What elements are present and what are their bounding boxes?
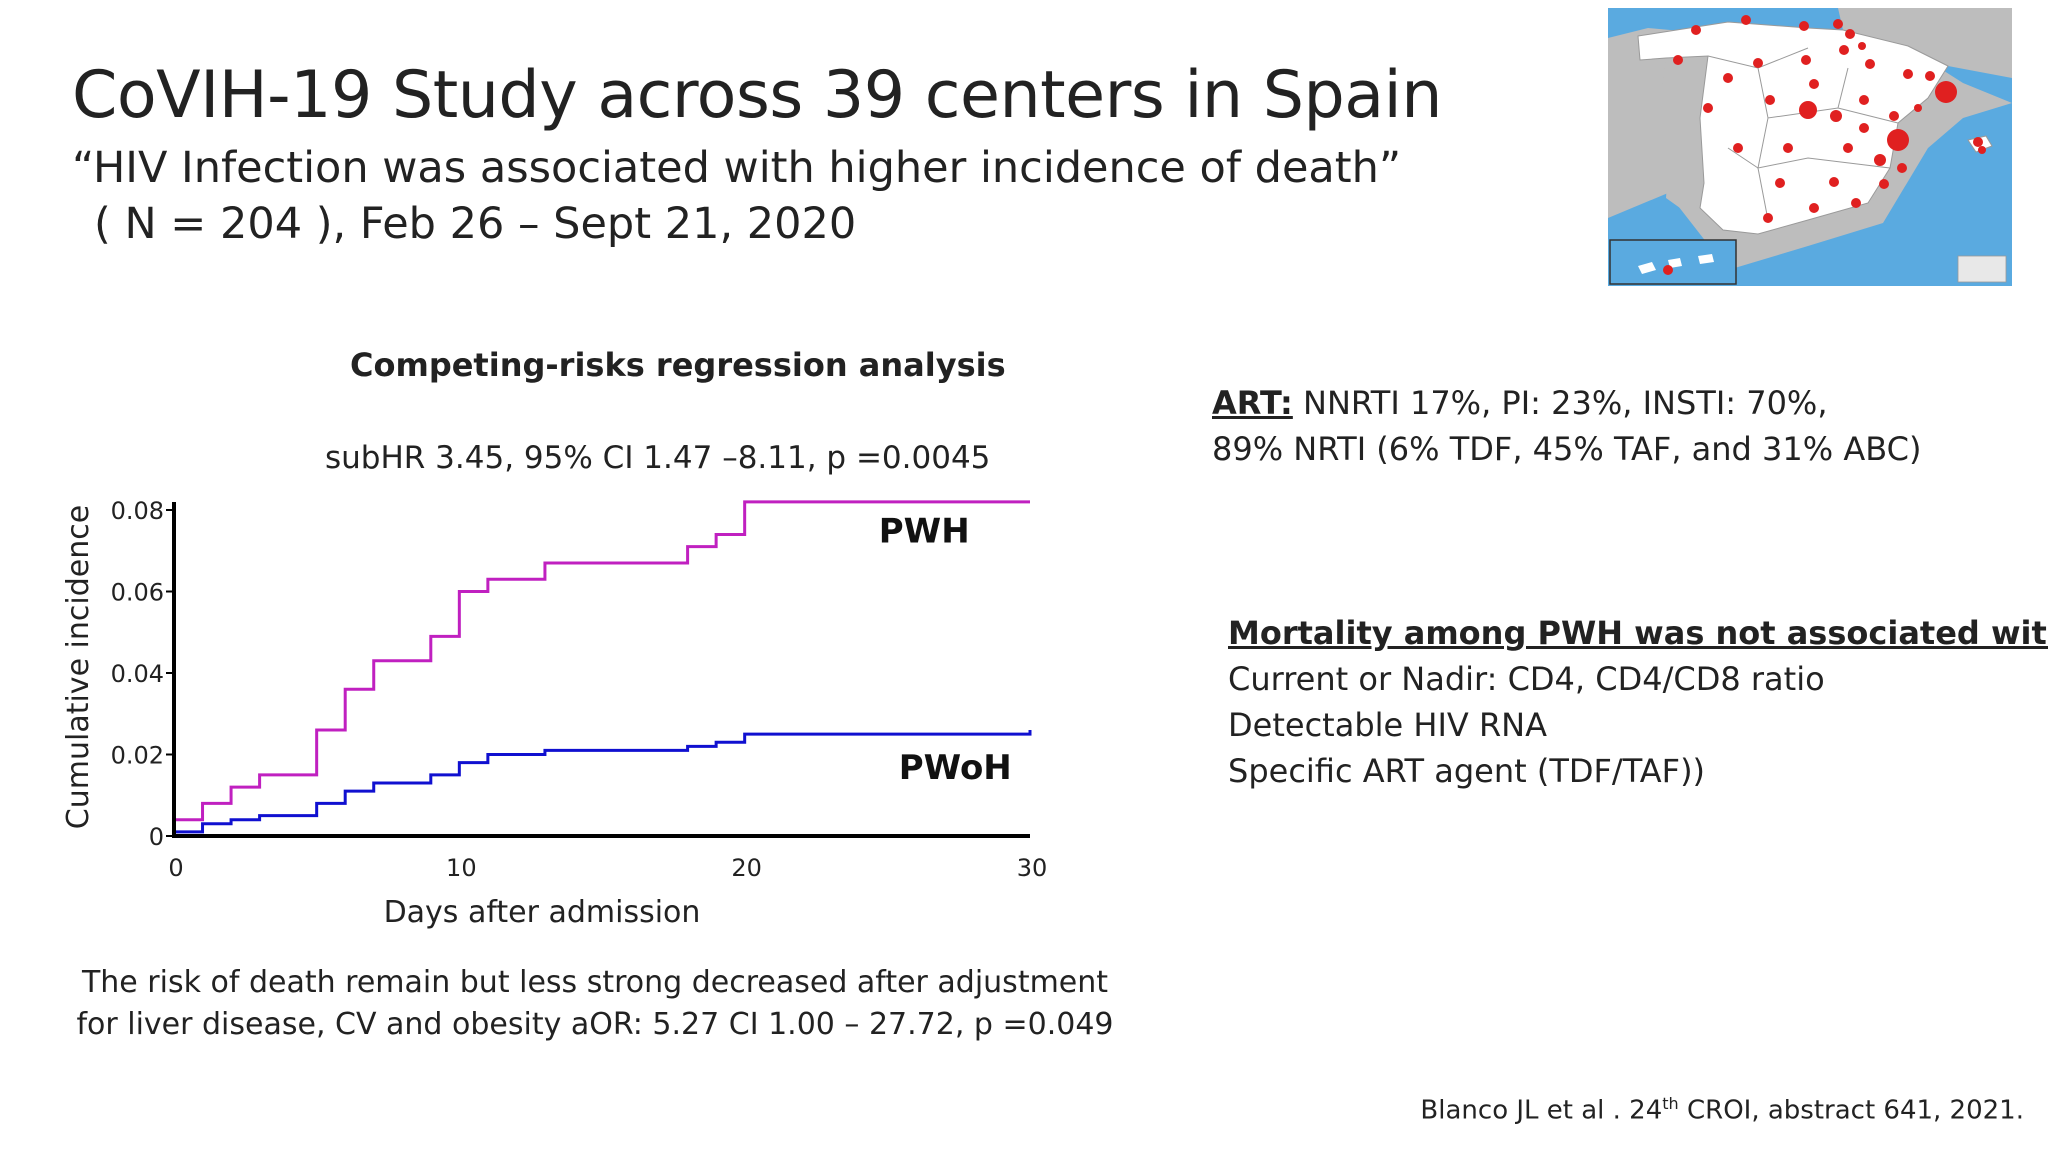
art-label: ART: [1212, 384, 1293, 422]
mortality-item: Specific ART agent (TDF/TAF)) [1228, 752, 1706, 790]
center-marker [1903, 69, 1913, 79]
series-line-pwh [174, 500, 1030, 822]
y-tick-label: 0.08 [111, 497, 164, 525]
center-marker [1799, 21, 1809, 31]
art-line-1: NNRTI 17%, PI: 23%, INSTI: 70%, [1292, 384, 1828, 422]
portugal-region [1662, 56, 1708, 208]
y-tick-label: 0 [149, 823, 164, 851]
center-marker [1799, 101, 1817, 119]
art-info: ART: NNRTI 17%, PI: 23%, INSTI: 70%, 89%… [1212, 380, 1921, 472]
center-marker [1663, 265, 1673, 275]
series-lines [174, 500, 1032, 834]
center-marker [1879, 179, 1889, 189]
series-line-pwoh [174, 730, 1032, 834]
center-marker [1723, 73, 1733, 83]
sea-region [1608, 103, 2012, 286]
center-marker [1809, 79, 1819, 89]
center-markers [1663, 15, 1986, 275]
center-marker [1897, 163, 1907, 173]
x-tick-label: 20 [731, 854, 762, 882]
center-marker [1673, 55, 1683, 65]
map-legend-box [1957, 255, 2007, 283]
spain-centers-map [1608, 8, 2012, 286]
x-tick-label: 0 [168, 854, 183, 882]
center-marker [1830, 110, 1842, 122]
center-marker [1889, 111, 1899, 121]
center-marker [1809, 203, 1819, 213]
cumulative-incidence-chart: 0 0.02 0.04 0.06 0.08 0 10 20 30 Cumulative inc… [61, 497, 1047, 930]
spain-map-icon [1608, 8, 2012, 286]
citation-text: Blanco JL et al . 24 [1420, 1095, 1663, 1126]
center-marker [1703, 103, 1713, 113]
center-marker [1859, 95, 1869, 105]
center-marker [1973, 137, 1983, 147]
center-marker [1978, 146, 1986, 154]
chart-title: Competing-risks regression analysis [350, 346, 1006, 384]
mortality-heading: Mortality among PWH was not associated w… [1228, 614, 2048, 652]
center-marker [1833, 19, 1843, 29]
subtitle-line-2: ( N = 204 ), Feb 26 – Sept 21, 2020 [94, 199, 857, 249]
center-marker [1845, 29, 1855, 39]
center-marker [1691, 25, 1701, 35]
mortality-item: Detectable HIV RNA [1228, 706, 1547, 744]
y-axis-label: Cumulative incidence [61, 505, 96, 829]
citation-text-end: CROI, abstract 641, 2021. [1678, 1095, 2024, 1126]
series-label-pwoh: PWoH [899, 748, 1012, 788]
center-marker [1801, 55, 1811, 65]
citation-sup: th [1662, 1094, 1679, 1113]
center-marker [1783, 143, 1793, 153]
x-axis-ticks: 0 10 20 30 [168, 854, 1047, 882]
series-label-pwh: PWH [879, 512, 970, 552]
y-tick-label: 0.04 [111, 660, 164, 688]
citation: Blanco JL et al . 24th CROI, abstract 64… [1420, 1094, 2024, 1126]
center-marker [1874, 154, 1886, 166]
mortality-info: Mortality among PWH was not associated w… [1228, 610, 2048, 794]
slide-subtitle: “HIV Infection was associated with highe… [72, 140, 1401, 252]
adjustment-note: The risk of death remain but less strong… [76, 965, 1114, 1042]
center-marker [1914, 104, 1922, 112]
center-marker [1775, 178, 1785, 188]
center-marker [1887, 129, 1909, 151]
center-marker [1843, 143, 1853, 153]
y-tick-label: 0.06 [111, 579, 164, 607]
center-marker [1839, 45, 1849, 55]
center-marker [1733, 143, 1743, 153]
center-marker [1765, 95, 1775, 105]
center-marker [1935, 81, 1957, 103]
canary-islands [1638, 254, 1714, 274]
center-marker [1851, 198, 1861, 208]
center-marker [1753, 58, 1763, 68]
france-region [1838, 8, 2012, 78]
x-axis-label: Days after admission [384, 895, 701, 930]
center-marker [1763, 213, 1773, 223]
x-tick-label: 30 [1017, 854, 1048, 882]
subtitle-line-1: “HIV Infection was associated with highe… [72, 143, 1402, 193]
center-marker [1741, 15, 1751, 25]
y-tick-label: 0.02 [111, 742, 164, 770]
center-marker [1829, 177, 1839, 187]
center-marker [1865, 59, 1875, 69]
chart-subtitle: subHR 3.45, 95% CI 1.47 –8.11, p =0.0045 [325, 440, 991, 476]
slide-title: CoVIH-19 Study across 39 centers in Spai… [72, 58, 1442, 133]
center-marker [1858, 42, 1866, 50]
mortality-item: Current or Nadir: CD4, CD4/CD8 ratio [1228, 660, 1825, 698]
art-line-2: 89% NRTI (6% TDF, 45% TAF, and 31% ABC) [1212, 430, 1922, 468]
y-axis-ticks: 0 0.02 0.04 0.06 0.08 [111, 497, 174, 851]
center-marker [1859, 123, 1869, 133]
x-tick-label: 10 [446, 854, 477, 882]
center-marker [1925, 71, 1935, 81]
